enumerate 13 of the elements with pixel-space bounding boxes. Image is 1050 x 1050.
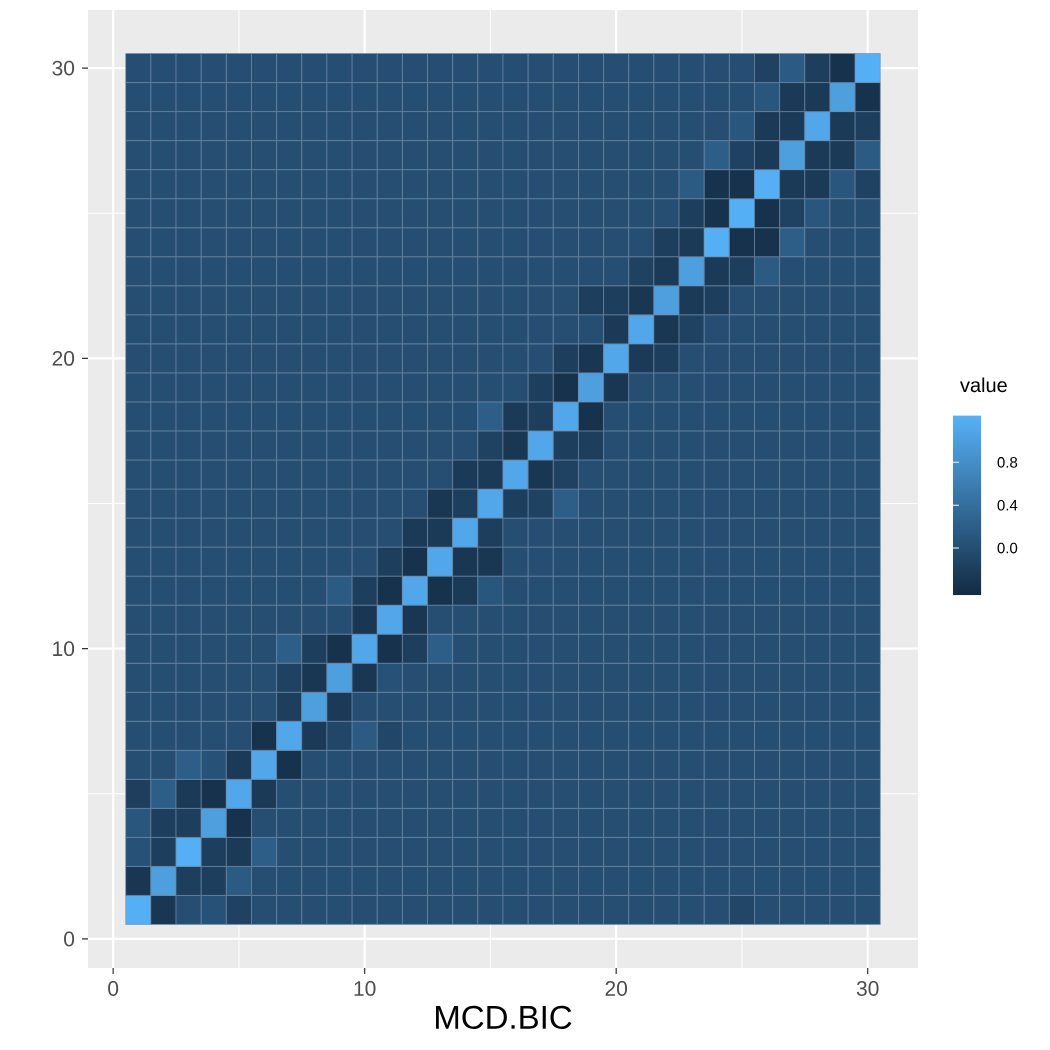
x-tick-label: 30 (856, 981, 879, 996)
x-tick-label: 20 (605, 981, 628, 996)
y-tick-label: 10 (53, 641, 75, 657)
y-tick-label: 20 (52, 350, 75, 366)
x-tick-label: 0 (108, 981, 119, 996)
y-tick-label: 0 (64, 931, 75, 947)
y-tick-label: 30 (52, 60, 75, 76)
color-bar-label: 0.0 (997, 542, 1018, 554)
x-axis-title: MCD.BIC (436, 1005, 572, 1030)
color-bar-title: value (960, 377, 1007, 393)
color-bar-label: 0.4 (997, 499, 1018, 511)
x-tick-label: 10 (354, 981, 376, 996)
color-bar-label: 0.8 (997, 457, 1018, 468)
